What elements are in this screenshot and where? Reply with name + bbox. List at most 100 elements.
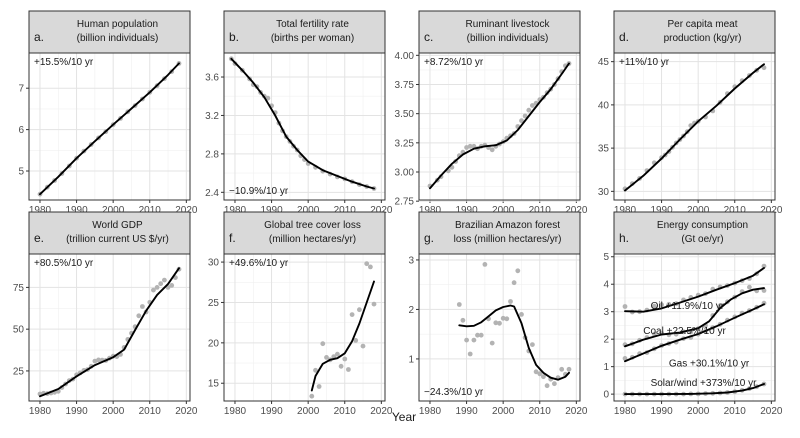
data-point [519, 118, 524, 124]
panel-d: d. Per capita meat production (kg/yr) 1980 1… [598, 10, 783, 216]
panel-title: Ruminant livestock [466, 19, 551, 30]
x-tick-label: 2000 [297, 406, 320, 417]
data-point [761, 65, 767, 71]
panel-strip [418, 10, 581, 54]
x-tick-label: 2020 [760, 205, 783, 216]
x-tick-label: 2000 [102, 406, 125, 417]
x-tick-label: 1980 [29, 205, 52, 216]
x-tick-label: 2000 [492, 205, 515, 216]
annotation: +49.6%/10 yr [229, 258, 289, 269]
data-point [162, 277, 167, 283]
fit-line [429, 62, 570, 190]
data-point [96, 357, 101, 363]
y-tick-label: 15 [208, 379, 220, 390]
annotation: +8.72%/10 yr [424, 57, 484, 68]
data-point [140, 304, 145, 309]
y-tick-label: 4.00 [395, 51, 415, 62]
panel-border [28, 253, 191, 402]
x-tick-label: 2000 [102, 205, 125, 216]
data-point [533, 369, 539, 375]
data-point [169, 283, 175, 288]
panel-f: f. Global tree cover loss (million hectare… [208, 211, 393, 417]
data-point [541, 374, 546, 380]
panel-border [223, 52, 386, 201]
annotation: +11%/10 yr [619, 57, 670, 68]
panel-h: h.Energy consumption(Gt oe/yr)1980 1990 20… [603, 211, 783, 417]
data-point [482, 262, 488, 267]
y-tick-label: 2 [408, 305, 414, 316]
y-tick-label: 3.50 [395, 109, 415, 120]
x-tick-label: 1990 [455, 205, 478, 216]
x-tick-label: 2020 [565, 205, 588, 216]
x-tick-label: 1980 [224, 205, 247, 216]
fit-line [39, 267, 180, 398]
data-point [651, 303, 657, 309]
fit-line [624, 63, 765, 192]
y-tick-label: 4 [603, 280, 609, 291]
y-tick-label: 2.75 [395, 197, 415, 208]
y-tick-label: 2.4 [205, 188, 219, 199]
y-tick-label: 30 [598, 187, 610, 198]
data-point [456, 302, 462, 307]
panel-letter: b. [229, 30, 239, 44]
y-tick-label: 30 [208, 258, 220, 269]
panel-letter: e. [34, 231, 44, 245]
panel-strip [418, 211, 581, 255]
fit-line [624, 287, 765, 348]
panel-title: Per capita meat [667, 19, 737, 30]
y-tick-label: 2 [603, 335, 609, 346]
panel-title: (Gt oe/yr) [681, 234, 723, 245]
panel-title: (trillion current US $/yr) [66, 234, 169, 245]
y-tick-label: 3 [603, 307, 609, 318]
data-point [316, 384, 322, 389]
x-tick-label: 2010 [529, 205, 552, 216]
plot-area [224, 53, 385, 200]
annotation: Solar/wind +373%/10 yr [651, 378, 758, 389]
data-point [747, 284, 752, 290]
data-point [467, 143, 473, 149]
data-point [508, 299, 513, 304]
panel-letter: a. [34, 30, 44, 44]
data-point [500, 315, 506, 321]
panel-letter: g. [424, 231, 434, 245]
fit-line [310, 280, 375, 392]
data-point [552, 381, 557, 387]
x-tick-label: 2010 [529, 406, 552, 417]
panel-title: (billion individuals) [467, 33, 549, 44]
data-point [515, 268, 521, 274]
data-point [519, 312, 524, 317]
data-point [158, 281, 164, 287]
panel-strip [613, 10, 776, 54]
panel-title: (births per woman) [271, 33, 354, 44]
y-tick-label: 3.2 [205, 111, 219, 122]
data-point [338, 363, 344, 369]
fit-line [458, 304, 570, 381]
data-point [475, 332, 480, 338]
y-tick-label: 5 [603, 252, 609, 263]
fit-line [624, 267, 765, 313]
x-tick-label: 1990 [650, 406, 673, 417]
x-tick-label: 1980 [224, 406, 247, 417]
data-point [360, 343, 366, 349]
annotation: Coal +22.5%/10 yr [643, 326, 726, 337]
panel-letter: f. [229, 231, 236, 245]
data-point [526, 107, 532, 113]
data-point [346, 367, 351, 372]
data-point [497, 320, 502, 326]
data-point [522, 113, 528, 119]
x-tick-label: 1980 [614, 205, 637, 216]
panel-letter: h. [619, 231, 629, 245]
data-point [460, 317, 466, 323]
y-tick-label: 3 [408, 255, 414, 266]
data-point [154, 285, 160, 290]
data-point [761, 288, 767, 293]
plot-area [29, 53, 190, 200]
panel-a: a. Human population (billion individuals) 1… [18, 10, 198, 216]
x-tick-label: 1990 [65, 205, 88, 216]
y-tick-label: 25 [208, 298, 220, 309]
y-tick-label: 0 [603, 390, 609, 401]
panel-strip [613, 211, 776, 255]
fit-line [39, 62, 180, 196]
panel-border [418, 52, 581, 201]
data-point [471, 337, 477, 343]
